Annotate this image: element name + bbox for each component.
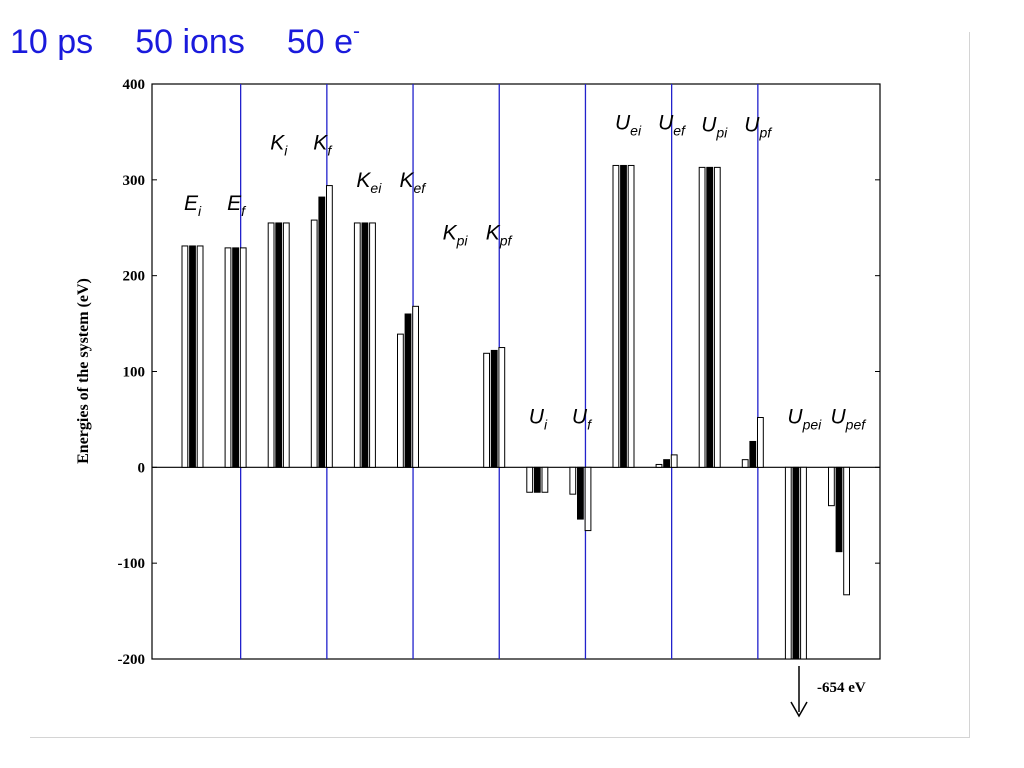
bar-upef-2 xyxy=(835,466,843,553)
bar-kpf-1 xyxy=(483,352,491,468)
bar-kpf-2 xyxy=(490,349,498,468)
group-label-upef: Upef xyxy=(831,405,868,432)
group-label-upi: Upi xyxy=(701,113,728,140)
bar-kf-2 xyxy=(318,196,326,468)
bar-uei-3 xyxy=(627,164,635,468)
group-label-ei: Ei xyxy=(184,192,202,219)
bar-ki-2 xyxy=(275,222,283,468)
y-tick-label: 100 xyxy=(123,365,146,381)
bar-kei-1 xyxy=(353,222,361,468)
group-label-kef: Kef xyxy=(400,169,428,196)
slide-frame-right xyxy=(969,32,970,738)
group-label-upei: Upei xyxy=(787,405,822,432)
group-label-kpf: Kpf xyxy=(486,222,514,249)
bar-ei-3 xyxy=(196,245,204,468)
bar-ki-3 xyxy=(282,222,290,468)
title-duration: 10 ps xyxy=(10,23,94,61)
y-tick-label: -100 xyxy=(118,556,146,572)
bar-upi-1 xyxy=(698,166,706,468)
bar-uei-1 xyxy=(612,164,620,468)
bar-upei-2 xyxy=(792,466,800,660)
bar-kei-3 xyxy=(369,222,376,468)
group-label-uf: Uf xyxy=(572,405,593,432)
bar-upf-1 xyxy=(741,459,749,468)
annotation-label: -654 eV xyxy=(817,680,866,696)
y-tick-label: 300 xyxy=(123,173,146,189)
title-electron-count: 50 e xyxy=(286,23,354,61)
bar-uef-1 xyxy=(655,463,663,468)
bar-upef-3 xyxy=(843,466,851,596)
group-labels: Ei Ef Ki Kf Kei Kef Kpi Kpf Ui Uf Uei Uef Upi Upf Upei… xyxy=(184,111,867,432)
bar-upei-3 xyxy=(800,466,807,660)
group-label-uei: Uei xyxy=(615,111,642,138)
title-electron-superscript: - xyxy=(353,20,361,43)
bar-ui-2 xyxy=(533,466,541,493)
bar-kf-1 xyxy=(310,219,318,468)
y-axis-label: Energies of the system (eV) xyxy=(75,278,92,464)
bar-uf-2 xyxy=(577,466,584,520)
bar-ui-1 xyxy=(526,466,534,493)
bar-upi-2 xyxy=(706,166,714,468)
bar-ki-1 xyxy=(267,222,275,468)
y-axis-ticks: 400 300 200 100 0 -100 -200 xyxy=(118,77,880,668)
bar-uf-3 xyxy=(584,466,592,532)
bar-upf-3 xyxy=(757,417,764,468)
bar-kpf-3 xyxy=(498,347,506,468)
group-label-kf: Kf xyxy=(313,132,333,159)
bar-ef-3 xyxy=(239,247,247,468)
bar-ei-2 xyxy=(189,245,196,468)
bar-upi-3 xyxy=(713,166,721,468)
bars xyxy=(181,164,851,660)
bar-kf-3 xyxy=(326,185,333,468)
bar-kef-1 xyxy=(397,333,404,468)
bar-uef-2 xyxy=(663,459,671,468)
group-label-ui: Ui xyxy=(529,405,548,432)
y-tick-label: 200 xyxy=(123,269,146,285)
y-tick-label: 0 xyxy=(138,460,146,476)
bar-ef-2 xyxy=(232,247,239,468)
group-label-uef: Uef xyxy=(658,111,687,138)
bar-kef-2 xyxy=(404,313,412,468)
bar-uef-3 xyxy=(670,454,678,468)
off-scale-annotation: -654 eV xyxy=(790,666,866,718)
bar-upei-1 xyxy=(784,466,792,660)
bar-uei-2 xyxy=(620,164,627,468)
bar-ef-1 xyxy=(224,247,232,468)
group-label-ef: Ef xyxy=(227,192,247,219)
bar-ei-1 xyxy=(181,245,189,468)
group-label-ki: Ki xyxy=(270,132,288,159)
slide-frame-bottom xyxy=(30,737,970,738)
bar-uf-1 xyxy=(569,466,577,495)
bar-ui-3 xyxy=(541,466,549,493)
bar-kef-3 xyxy=(412,305,420,468)
slide-title: 10 ps 50 ions 50 e- xyxy=(10,8,360,66)
plot-frame xyxy=(151,83,881,660)
group-label-upf: Upf xyxy=(744,113,773,140)
bar-upf-2 xyxy=(749,440,757,468)
group-label-kpi: Kpi xyxy=(443,222,469,249)
group-label-kei: Kei xyxy=(356,169,382,196)
bar-upef-1 xyxy=(828,466,835,507)
y-tick-label: 400 xyxy=(123,77,146,93)
title-ion-count: 50 ions xyxy=(135,23,245,61)
down-arrow-icon xyxy=(790,701,808,718)
y-tick-label: -200 xyxy=(118,652,146,668)
bar-kei-2 xyxy=(361,222,369,468)
